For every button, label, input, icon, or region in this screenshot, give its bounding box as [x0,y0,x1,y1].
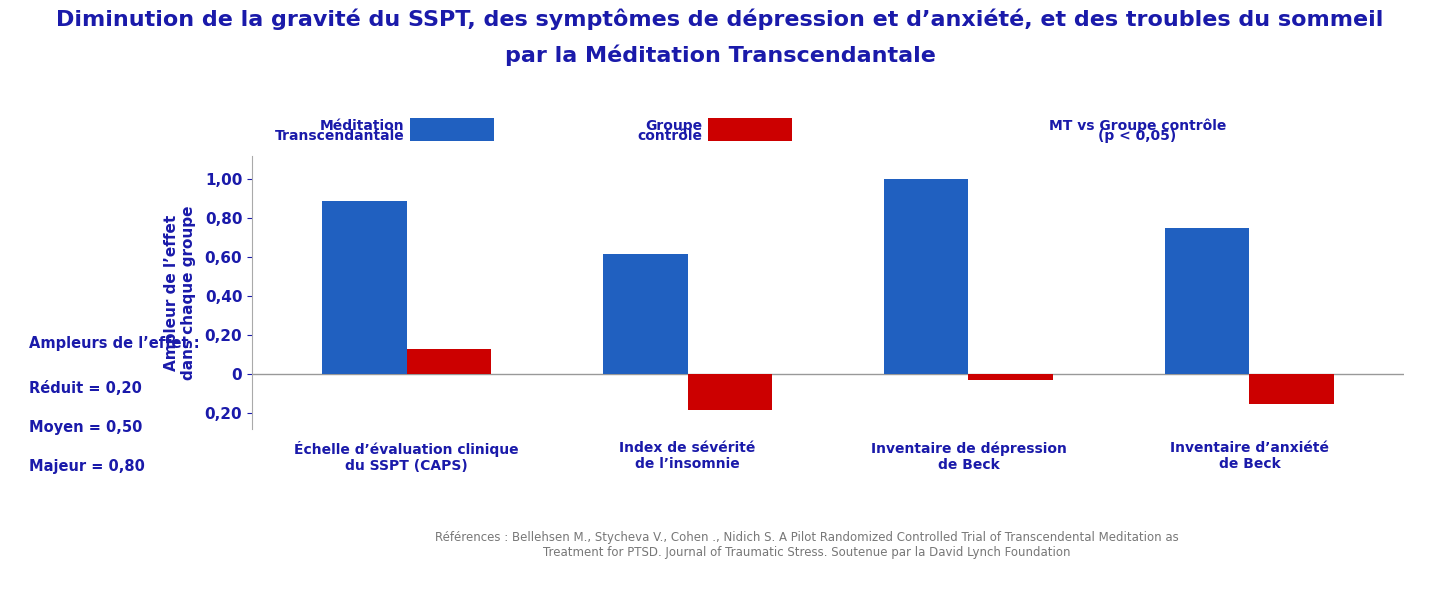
Text: (p < 0,05): (p < 0,05) [1099,130,1176,143]
Bar [969,374,1053,380]
Text: Majeur = 0,80: Majeur = 0,80 [29,459,144,474]
Text: Échelle d’évaluation clinique
du SSPT (CAPS): Échelle d’évaluation clinique du SSPT (C… [294,441,518,473]
Text: Groupe: Groupe [645,119,703,133]
Text: Diminution de la gravité du SSPT, des symptômes de dépression et d’anxiété, et d: Diminution de la gravité du SSPT, des sy… [56,9,1384,31]
Text: Références : Bellehsen M., Stycheva V., Cohen ., Nidich S. A Pilot Randomized Co: Références : Bellehsen M., Stycheva V., … [435,531,1178,559]
Text: Moyen = 0,50: Moyen = 0,50 [29,420,143,435]
Text: par la Méditation Transcendantale: par la Méditation Transcendantale [504,45,936,67]
Bar [1165,228,1250,374]
Text: Réduit = 0,20: Réduit = 0,20 [29,381,141,396]
Bar [323,201,406,374]
Bar [406,349,491,374]
Text: MT vs Groupe contrôle: MT vs Groupe contrôle [1048,119,1227,133]
Text: Inventaire d’anxiété
de Beck: Inventaire d’anxiété de Beck [1169,441,1329,471]
Text: Transcendantale: Transcendantale [275,130,405,143]
Bar [884,179,969,374]
Text: Inventaire de dépression
de Beck: Inventaire de dépression de Beck [871,441,1067,472]
Text: Ampleurs de l’effet :: Ampleurs de l’effet : [29,336,199,351]
Bar [603,254,687,374]
Text: Index de sévérité
de l’insomnie: Index de sévérité de l’insomnie [619,441,756,471]
Bar [1250,374,1333,404]
Y-axis label: Ampleur de l’effet
dans chaque groupe: Ampleur de l’effet dans chaque groupe [164,205,196,380]
Text: Méditation: Méditation [320,119,405,133]
Text: contrôle: contrôle [638,130,703,143]
Bar [687,374,772,410]
